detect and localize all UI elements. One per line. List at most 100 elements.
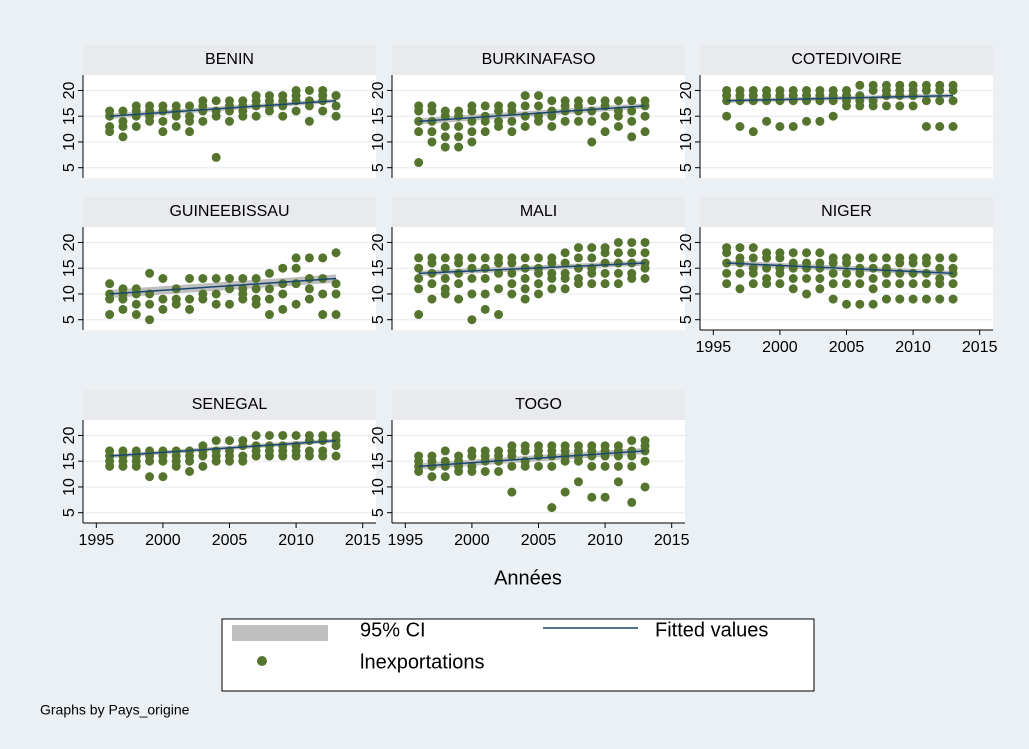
point: [291, 85, 301, 95]
point: [855, 253, 865, 263]
y-tick-label: 20: [61, 426, 78, 444]
point: [613, 248, 623, 258]
point: [881, 253, 891, 263]
point: [627, 446, 637, 456]
point: [935, 253, 945, 263]
point: [587, 441, 597, 451]
point: [613, 461, 623, 471]
panel-title: COTEDIVOIRE: [791, 51, 901, 68]
point: [331, 101, 341, 111]
point: [868, 263, 878, 273]
point: [158, 101, 168, 111]
point: [547, 268, 557, 278]
y-tick-label: 20: [61, 81, 78, 99]
point: [587, 253, 597, 263]
point: [748, 85, 758, 95]
point: [185, 467, 195, 476]
panel-title: NIGER: [821, 203, 872, 220]
point: [318, 289, 328, 299]
point: [427, 294, 437, 304]
point: [948, 279, 958, 289]
x-tick-label: 2010: [587, 532, 623, 549]
point: [158, 446, 168, 456]
point: [118, 116, 128, 126]
point: [908, 253, 918, 263]
point: [534, 289, 543, 299]
point: [480, 446, 490, 456]
point: [534, 461, 543, 471]
point: [467, 127, 477, 137]
y-tick-label: 15: [678, 259, 695, 277]
legend-label: 95% CI: [360, 619, 426, 641]
point: [520, 101, 530, 111]
point: [948, 294, 958, 304]
point: [640, 436, 650, 446]
point: [775, 248, 785, 258]
point: [788, 85, 798, 95]
point: [935, 80, 945, 90]
x-tick-label: 2015: [962, 339, 998, 356]
point: [881, 263, 891, 273]
point: [735, 284, 745, 294]
point: [427, 279, 437, 289]
fit-line: [109, 277, 337, 295]
point: [613, 279, 623, 289]
point: [480, 274, 490, 283]
point: [762, 274, 772, 283]
y-tick-label: 20: [678, 233, 695, 251]
point: [304, 116, 314, 126]
point: [494, 467, 504, 476]
point: [627, 248, 637, 258]
y-tick-label: 20: [370, 426, 387, 444]
x-tick-label: 2015: [654, 532, 690, 549]
point: [198, 289, 208, 299]
point: [118, 132, 128, 142]
point: [735, 243, 745, 253]
point: [414, 451, 424, 461]
point: [735, 268, 745, 278]
point: [494, 101, 504, 111]
point: [921, 279, 931, 289]
point: [600, 111, 610, 121]
point: [613, 122, 623, 131]
point: [158, 472, 168, 482]
point: [158, 294, 168, 304]
point: [895, 294, 905, 304]
y-tick-label: 20: [370, 233, 387, 251]
point: [828, 85, 838, 95]
point: [238, 284, 248, 294]
point: [815, 116, 825, 126]
point: [278, 263, 288, 273]
point: [762, 116, 772, 126]
y-tick-label: 5: [61, 163, 78, 172]
point: [118, 284, 128, 294]
y-tick-label: 15: [678, 107, 695, 125]
point: [291, 106, 301, 116]
point: [640, 248, 650, 258]
point: [494, 446, 504, 456]
point: [842, 253, 851, 263]
legend-label: lnexportations: [360, 651, 485, 673]
point: [440, 106, 450, 116]
point: [802, 289, 812, 299]
legend-label: Fitted values: [655, 619, 768, 641]
point: [440, 446, 450, 456]
fit-line: [726, 262, 954, 275]
point: [627, 132, 637, 142]
x-tick-label: 1995: [388, 532, 424, 549]
point: [185, 274, 195, 283]
point: [895, 80, 905, 90]
point: [414, 127, 424, 137]
point: [908, 268, 918, 278]
point: [238, 96, 248, 106]
point: [600, 96, 610, 106]
legend-ci-swatch: [232, 625, 328, 641]
panel-title: TOGO: [515, 396, 562, 413]
point: [722, 243, 732, 253]
point: [775, 279, 785, 289]
point: [331, 279, 341, 289]
point: [895, 253, 905, 263]
point: [640, 96, 650, 106]
point: [881, 101, 891, 111]
point: [251, 430, 261, 440]
